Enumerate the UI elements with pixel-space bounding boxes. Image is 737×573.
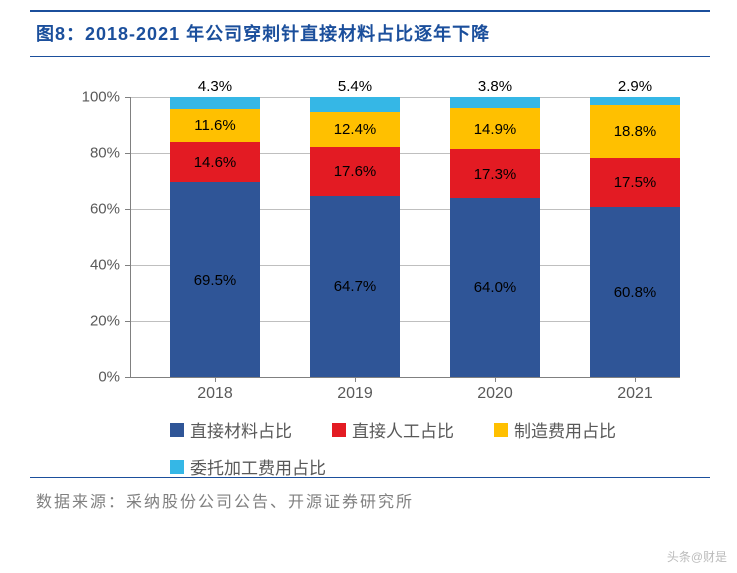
x-tickmark bbox=[215, 377, 216, 382]
y-axis bbox=[130, 97, 131, 377]
chart-region: 0% 20% 40% 60% 80% 100% 69.5% 14.6% 11.6% 4.3% 201… bbox=[30, 57, 710, 477]
legend-label: 制造费用占比 bbox=[514, 417, 616, 442]
bar-group: 69.5%14.6%11.6%4.3% bbox=[170, 97, 260, 377]
y-tick-label: 20% bbox=[40, 313, 120, 330]
y-tick-label: 60% bbox=[40, 201, 120, 218]
x-category-label: 2021 bbox=[617, 385, 653, 403]
bar-value-label: 17.6% bbox=[310, 163, 400, 180]
bar-group: 60.8%17.5%18.8%2.9% bbox=[590, 97, 680, 377]
bar-group: 64.0%17.3%14.9%3.8% bbox=[450, 97, 540, 377]
x-category-label: 2019 bbox=[337, 385, 373, 403]
legend-swatch bbox=[170, 460, 184, 474]
bar-value-label: 11.6% bbox=[170, 117, 260, 134]
legend: 直接材料占比 直接人工占比 制造费用占比委托加工费用占比 bbox=[170, 417, 650, 479]
bar-value-label: 60.8% bbox=[590, 284, 680, 301]
y-tick-label: 40% bbox=[40, 257, 120, 274]
legend-item: 委托加工费用占比 bbox=[170, 454, 326, 479]
legend-swatch bbox=[332, 423, 346, 437]
bar-value-label: 4.3% bbox=[170, 78, 260, 95]
bar-segment bbox=[170, 97, 260, 109]
legend-label: 直接人工占比 bbox=[352, 417, 454, 442]
bar-value-label: 14.6% bbox=[170, 154, 260, 171]
bar-value-label: 64.7% bbox=[310, 278, 400, 295]
legend-swatch bbox=[170, 423, 184, 437]
title-row: 图8：2018-2021 年公司穿刺针直接材料占比逐年下降 bbox=[30, 10, 710, 57]
bar-value-label: 12.4% bbox=[310, 121, 400, 138]
bar-value-label: 3.8% bbox=[450, 78, 540, 95]
bar-value-label: 17.5% bbox=[590, 174, 680, 191]
x-category-label: 2020 bbox=[477, 385, 513, 403]
bar-segment bbox=[450, 97, 540, 108]
bar-value-label: 14.9% bbox=[450, 121, 540, 138]
legend-item: 直接材料占比 bbox=[170, 417, 292, 442]
legend-item: 制造费用占比 bbox=[494, 417, 616, 442]
bar-value-label: 64.0% bbox=[450, 279, 540, 296]
figure-card: 图8：2018-2021 年公司穿刺针直接材料占比逐年下降 0% 20% 40% 60… bbox=[30, 10, 710, 522]
bar-segment bbox=[590, 97, 680, 105]
source-footer: 数据来源：采纳股份公司公告、开源证券研究所 bbox=[30, 477, 710, 522]
x-category-label: 2018 bbox=[197, 385, 233, 403]
bar-value-label: 69.5% bbox=[170, 272, 260, 289]
x-axis bbox=[130, 377, 680, 378]
x-tickmark bbox=[495, 377, 496, 382]
x-tickmark bbox=[635, 377, 636, 382]
y-tick-label: 80% bbox=[40, 145, 120, 162]
figure-title: 图8：2018-2021 年公司穿刺针直接材料占比逐年下降 bbox=[36, 20, 704, 46]
bar-value-label: 17.3% bbox=[450, 166, 540, 183]
plot-area: 0%20%40%60%80%100%69.5%14.6%11.6%4.3%201… bbox=[130, 97, 680, 377]
bar-value-label: 2.9% bbox=[590, 78, 680, 95]
x-tickmark bbox=[355, 377, 356, 382]
bar-value-label: 18.8% bbox=[590, 123, 680, 140]
y-tick-label: 0% bbox=[40, 369, 120, 386]
legend-item: 直接人工占比 bbox=[332, 417, 454, 442]
watermark: 头条@财是 bbox=[667, 548, 727, 565]
legend-label: 委托加工费用占比 bbox=[190, 454, 326, 479]
bar-segment bbox=[310, 97, 400, 112]
bar-value-label: 5.4% bbox=[310, 78, 400, 95]
legend-label: 直接材料占比 bbox=[190, 417, 292, 442]
bar-group: 64.7%17.6%12.4%5.4% bbox=[310, 97, 400, 377]
legend-swatch bbox=[494, 423, 508, 437]
y-tick-label: 100% bbox=[40, 89, 120, 106]
